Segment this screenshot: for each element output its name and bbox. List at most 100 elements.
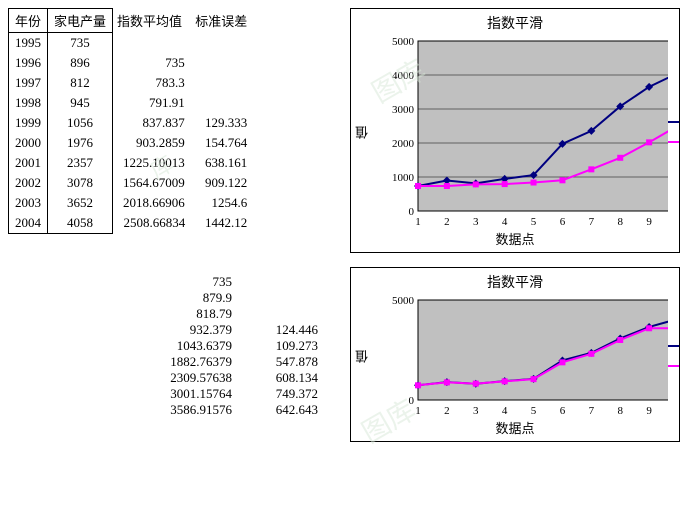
chart: 指数平滑值01000200030004000500012345678910数据点 (350, 8, 680, 253)
svg-text:5000: 5000 (392, 295, 415, 307)
cell (191, 33, 253, 54)
cell: 1442.12 (191, 213, 253, 234)
svg-text:6: 6 (560, 216, 566, 228)
cell: 3652 (48, 193, 113, 213)
x-axis-label: 数据点 (351, 418, 679, 441)
svg-text:4: 4 (502, 405, 508, 417)
cell: 638.161 (191, 153, 253, 173)
num-cell: 2309.57638 (128, 370, 238, 386)
num-cell (238, 274, 318, 290)
svg-text:4: 4 (502, 216, 508, 228)
cell: 2004 (9, 213, 48, 234)
num-cell: 547.878 (238, 354, 318, 370)
cell: 735 (113, 53, 192, 73)
cell (113, 33, 192, 54)
chart-plot: 0500012345678910 (376, 294, 668, 418)
svg-text:7: 7 (589, 216, 595, 228)
svg-text:5: 5 (531, 216, 537, 228)
num-cell: 735 (128, 274, 238, 290)
svg-text:4000: 4000 (392, 70, 415, 82)
svg-text:8: 8 (617, 405, 623, 417)
cell: 1976 (48, 133, 113, 153)
cell: 4058 (48, 213, 113, 234)
cell: 1999 (9, 113, 48, 133)
col-header: 年份 (9, 9, 48, 33)
cell: 1995 (9, 33, 48, 54)
data-table: 年份家电产量指数平均值标准误差 199573519968967351997812… (8, 8, 254, 234)
svg-text:8: 8 (617, 216, 623, 228)
num-cell: 3586.91576 (128, 402, 238, 418)
col-header: 家电产量 (48, 9, 113, 33)
cell: 812 (48, 73, 113, 93)
y-axis-label: 值 (351, 350, 376, 363)
svg-text:2: 2 (444, 405, 450, 417)
svg-text:3: 3 (473, 216, 479, 228)
cell: 129.333 (191, 113, 253, 133)
cell: 2002 (9, 173, 48, 193)
num-cell: 124.446 (238, 322, 318, 338)
num-cell: 879.9 (128, 290, 238, 306)
svg-text:5: 5 (531, 405, 537, 417)
num-cell: 608.134 (238, 370, 318, 386)
cell: 945 (48, 93, 113, 113)
num-cell: 932.379 (128, 322, 238, 338)
cell: 903.2859 (113, 133, 192, 153)
chart-title: 指数平滑 (351, 268, 679, 294)
num-cell: 642.643 (238, 402, 318, 418)
svg-text:1000: 1000 (392, 172, 415, 184)
num-cell (238, 306, 318, 322)
cell: 2003 (9, 193, 48, 213)
cell: 2000 (9, 133, 48, 153)
col-header: 指数平均值 (113, 9, 192, 33)
x-axis-label: 数据点 (351, 229, 679, 252)
cell: 2018.66906 (113, 193, 192, 213)
cell: 2357 (48, 153, 113, 173)
cell: 1564.67009 (113, 173, 192, 193)
chart-plot: 01000200030004000500012345678910 (376, 35, 668, 229)
cell (191, 73, 253, 93)
svg-text:0: 0 (409, 395, 415, 407)
svg-text:6: 6 (560, 405, 566, 417)
y-axis-label: 值 (351, 126, 376, 139)
cell: 1998 (9, 93, 48, 113)
cell: 735 (48, 33, 113, 54)
svg-text:9: 9 (646, 216, 652, 228)
cell (191, 93, 253, 113)
svg-text:7: 7 (589, 405, 595, 417)
svg-text:0: 0 (409, 206, 415, 218)
svg-text:5000: 5000 (392, 36, 415, 48)
cell: 154.764 (191, 133, 253, 153)
chart: 指数平滑值0500012345678910数据点 (350, 267, 680, 442)
cell: 1056 (48, 113, 113, 133)
cell: 1997 (9, 73, 48, 93)
num-cell: 1882.76379 (128, 354, 238, 370)
num-cell: 3001.15764 (128, 386, 238, 402)
num-cell: 109.273 (238, 338, 318, 354)
svg-text:2000: 2000 (392, 138, 415, 150)
svg-text:9: 9 (646, 405, 652, 417)
col-header: 标准误差 (191, 9, 253, 33)
cell: 909.122 (191, 173, 253, 193)
num-cell (238, 290, 318, 306)
cell: 3078 (48, 173, 113, 193)
num-cell: 749.372 (238, 386, 318, 402)
svg-text:3: 3 (473, 405, 479, 417)
num-cell: 1043.6379 (128, 338, 238, 354)
svg-text:1: 1 (415, 405, 421, 417)
cell: 791.91 (113, 93, 192, 113)
cell: 1225.10013 (113, 153, 192, 173)
cell: 1254.6 (191, 193, 253, 213)
svg-text:3000: 3000 (392, 104, 415, 116)
cell: 2508.66834 (113, 213, 192, 234)
cell: 837.837 (113, 113, 192, 133)
lower-numbers: 735879.9818.79932.379124.4461043.6379109… (128, 274, 338, 418)
cell: 783.3 (113, 73, 192, 93)
chart-title: 指数平滑 (351, 9, 679, 35)
cell: 1996 (9, 53, 48, 73)
cell: 896 (48, 53, 113, 73)
svg-text:1: 1 (415, 216, 421, 228)
num-cell: 818.79 (128, 306, 238, 322)
cell: 2001 (9, 153, 48, 173)
cell (191, 53, 253, 73)
svg-text:2: 2 (444, 216, 450, 228)
